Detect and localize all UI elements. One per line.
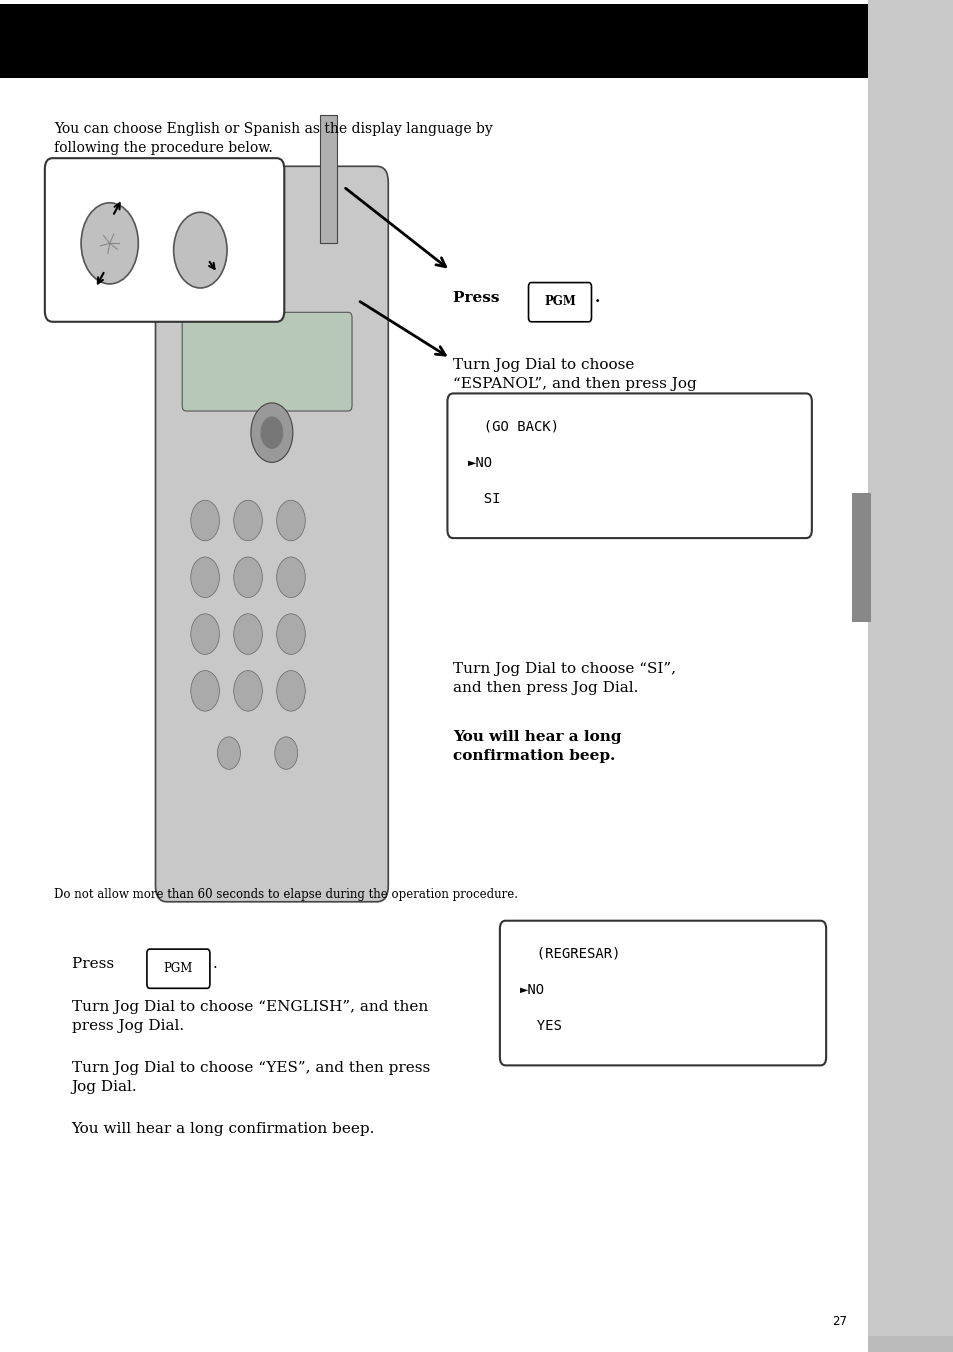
- Bar: [867, 1336, 953, 1352]
- Circle shape: [276, 614, 305, 654]
- Text: .: .: [213, 957, 217, 971]
- Text: ►NO: ►NO: [519, 983, 544, 996]
- Circle shape: [276, 557, 305, 598]
- FancyBboxPatch shape: [182, 312, 352, 411]
- Circle shape: [233, 500, 262, 541]
- Circle shape: [191, 500, 219, 541]
- Text: Press: Press: [453, 291, 504, 304]
- Circle shape: [264, 279, 272, 289]
- Bar: [867, 0, 953, 1352]
- Text: Turn Jog Dial to choose
“ESPANOL”, and then press Jog
Dial.: Turn Jog Dial to choose “ESPANOL”, and t…: [453, 358, 697, 410]
- Circle shape: [191, 557, 219, 598]
- Text: You can choose English or Spanish as the display language by
following the proce: You can choose English or Spanish as the…: [54, 122, 493, 155]
- Text: (GO BACK): (GO BACK): [467, 419, 559, 433]
- Circle shape: [191, 671, 219, 711]
- FancyBboxPatch shape: [45, 158, 284, 322]
- Circle shape: [233, 614, 262, 654]
- Circle shape: [230, 258, 237, 269]
- Text: ►NO: ►NO: [467, 456, 492, 469]
- Circle shape: [233, 557, 262, 598]
- Text: You will hear a long
confirmation beep.: You will hear a long confirmation beep.: [453, 730, 621, 763]
- FancyBboxPatch shape: [155, 166, 388, 902]
- Text: YES: YES: [519, 1019, 561, 1033]
- Text: Turn Jog Dial to choose “SI”,
and then press Jog Dial.: Turn Jog Dial to choose “SI”, and then p…: [453, 662, 676, 695]
- Circle shape: [230, 299, 237, 310]
- FancyBboxPatch shape: [528, 283, 591, 322]
- Circle shape: [260, 416, 283, 449]
- Text: Do not allow more than 60 seconds to elapse during the operation procedure.: Do not allow more than 60 seconds to ela…: [54, 888, 517, 902]
- Bar: [319, 115, 336, 243]
- Circle shape: [247, 299, 254, 310]
- Text: Press: Press: [71, 957, 118, 971]
- FancyBboxPatch shape: [147, 949, 210, 988]
- FancyBboxPatch shape: [499, 921, 825, 1065]
- Text: 27: 27: [831, 1314, 846, 1328]
- Text: PGM: PGM: [164, 961, 193, 975]
- Circle shape: [247, 279, 254, 289]
- FancyBboxPatch shape: [447, 393, 811, 538]
- Circle shape: [81, 203, 138, 284]
- Circle shape: [191, 614, 219, 654]
- Circle shape: [276, 500, 305, 541]
- Text: .: .: [594, 291, 599, 304]
- Circle shape: [230, 279, 237, 289]
- Circle shape: [217, 737, 240, 769]
- Text: Turn Jog Dial to choose “ENGLISH”, and then
press Jog Dial.: Turn Jog Dial to choose “ENGLISH”, and t…: [71, 1000, 427, 1033]
- Text: Turn Jog Dial to choose “YES”, and then press
Jog Dial.: Turn Jog Dial to choose “YES”, and then …: [71, 1061, 430, 1094]
- Circle shape: [173, 212, 227, 288]
- Circle shape: [276, 671, 305, 711]
- Text: SI: SI: [467, 492, 500, 506]
- Circle shape: [264, 299, 272, 310]
- Text: You will hear a long confirmation beep.: You will hear a long confirmation beep.: [71, 1122, 375, 1136]
- Text: PGM: PGM: [543, 295, 576, 308]
- Circle shape: [264, 258, 272, 269]
- Bar: [0, 4, 867, 78]
- Circle shape: [274, 737, 297, 769]
- Circle shape: [251, 403, 293, 462]
- Circle shape: [233, 671, 262, 711]
- Circle shape: [247, 258, 254, 269]
- Text: (REGRESAR): (REGRESAR): [519, 946, 619, 960]
- Bar: [851, 493, 870, 622]
